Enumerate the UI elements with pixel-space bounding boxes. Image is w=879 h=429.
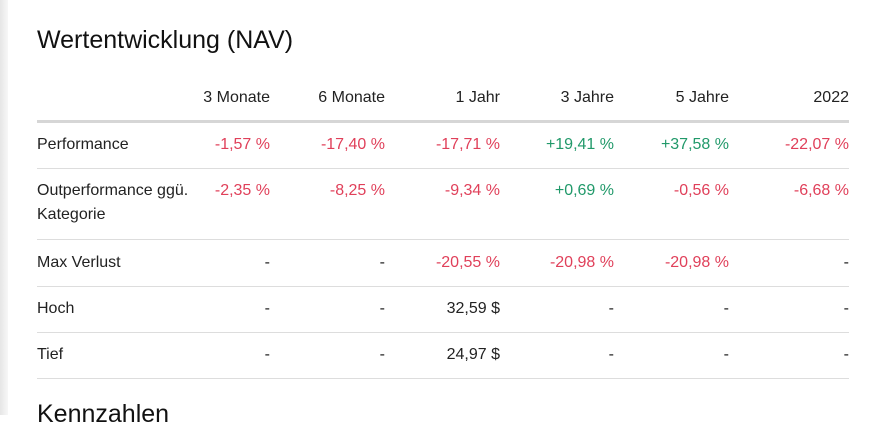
table-cell: -17,40 % [320, 136, 385, 153]
column-header: 6 Monate [318, 89, 385, 106]
column-header: 3 Jahre [560, 89, 614, 106]
row-rule [37, 286, 849, 287]
table-cell: +0,69 % [554, 182, 614, 199]
row-rule [37, 239, 849, 240]
table-cell: -6,68 % [793, 182, 849, 199]
table-cell: 32,59 $ [446, 300, 500, 317]
table-cell: -17,71 % [435, 136, 500, 153]
table-cell: - [608, 346, 614, 363]
table-cell: 24,97 $ [446, 346, 500, 363]
table-cell: - [264, 300, 270, 317]
table-cell: -0,56 % [673, 182, 729, 199]
table-cell: - [264, 346, 270, 363]
table-cell: - [379, 254, 385, 271]
header-rule [37, 120, 849, 123]
table-cell: -20,98 % [549, 254, 614, 271]
row-label: Tief [37, 346, 64, 363]
table-cell: - [379, 346, 385, 363]
table-cell: - [723, 300, 729, 317]
row-label: Hoch [37, 300, 75, 317]
row-rule [37, 378, 849, 379]
table-cell: - [379, 300, 385, 317]
column-header: 3 Monate [203, 89, 270, 106]
table-cell: - [843, 300, 849, 317]
row-rule [37, 168, 849, 169]
table-cell: - [264, 254, 270, 271]
table-cell: -1,57 % [214, 136, 270, 153]
table-cell: -20,55 % [435, 254, 500, 271]
table-cell: - [723, 346, 729, 363]
table-cell: -2,35 % [214, 182, 270, 199]
column-header: 2022 [813, 89, 849, 106]
table-cell: -9,34 % [444, 182, 500, 199]
column-header: 1 Jahr [455, 89, 500, 106]
table-cell: -20,98 % [664, 254, 729, 271]
column-header: 5 Jahre [675, 89, 729, 106]
page: Wertentwicklung (NAV) 3 Monate 6 Monate 1 … [0, 0, 849, 428]
row-label: Max Verlust [37, 254, 121, 271]
row-rule [37, 332, 849, 333]
table-cell: - [843, 254, 849, 271]
table-cell: - [608, 300, 614, 317]
row-label: Performance [37, 136, 129, 153]
table-cell: +37,58 % [660, 136, 729, 153]
row-label: Outperformance ggü. Kategorie [37, 182, 189, 223]
section-title: Wertentwicklung (NAV) [37, 26, 294, 54]
table-cell: -8,25 % [329, 182, 385, 199]
table-cell: - [843, 346, 849, 363]
table-cell: -22,07 % [784, 136, 849, 153]
table-cell: +19,41 % [545, 136, 614, 153]
side-shadow [0, 0, 8, 415]
